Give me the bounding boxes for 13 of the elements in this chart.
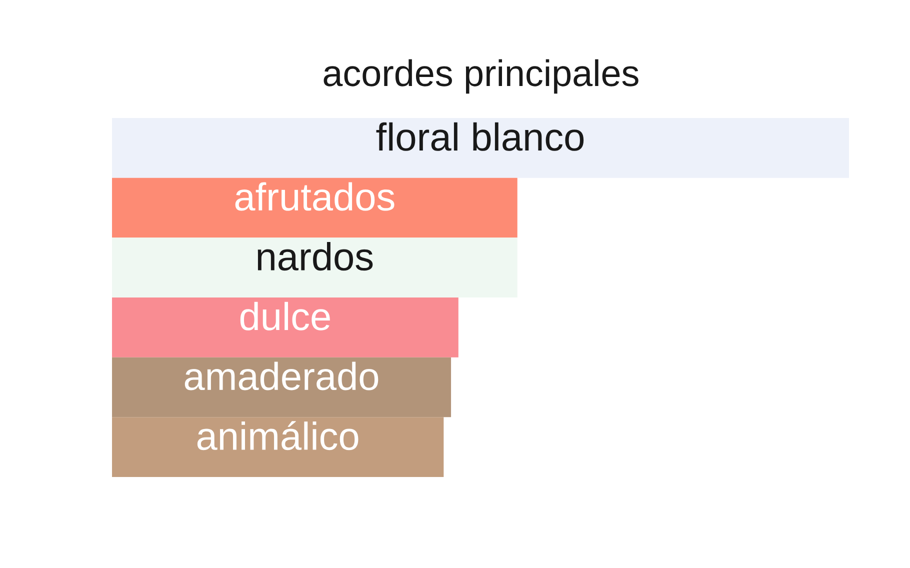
bar [112, 417, 444, 477]
bar [112, 297, 458, 358]
bar [112, 238, 518, 298]
y-tick-label: nardos [258, 242, 373, 271]
y-tick-label: dulce [240, 302, 330, 330]
y-tick-label: amaderado [184, 362, 378, 390]
chart-title: acordes principales [324, 59, 638, 94]
y-tick-label: afrutados [235, 182, 394, 211]
bar [112, 178, 518, 238]
bar [112, 118, 850, 178]
y-tick-label: animálico [197, 421, 358, 450]
y-tick-label: floral blanco [376, 122, 584, 151]
bar [112, 357, 452, 418]
